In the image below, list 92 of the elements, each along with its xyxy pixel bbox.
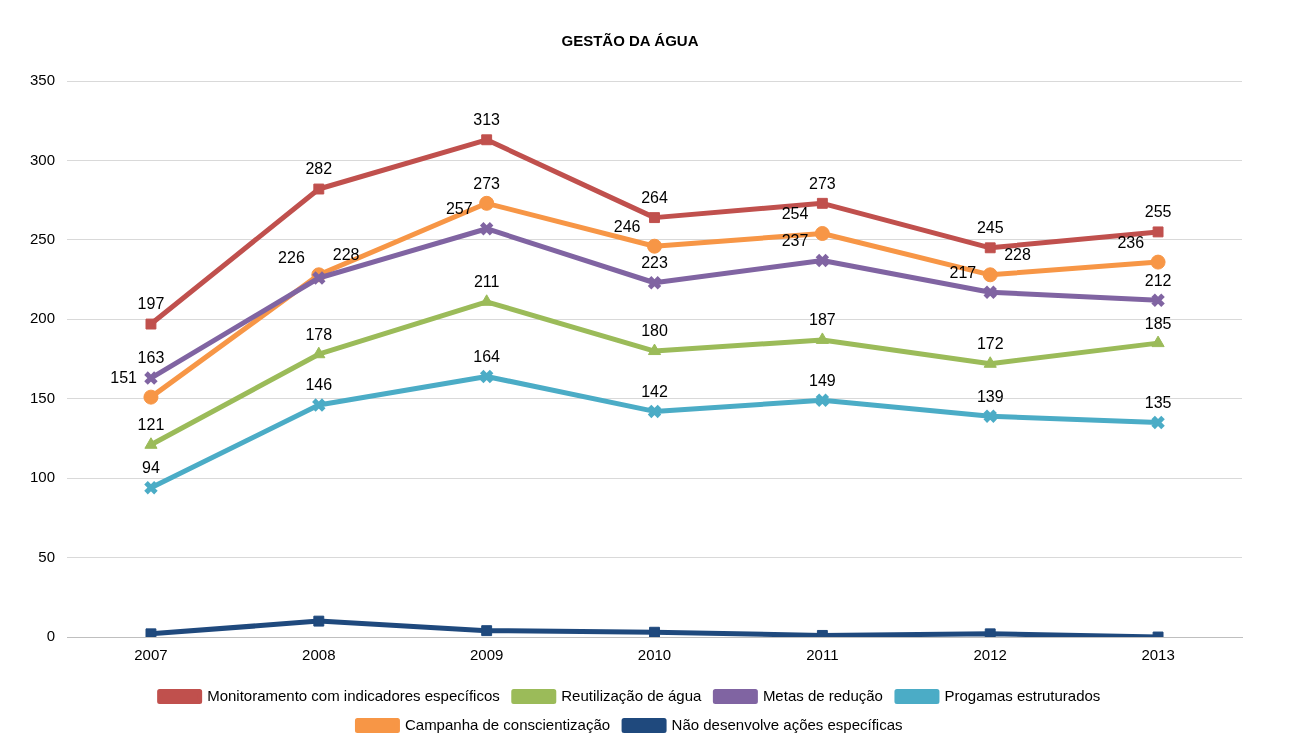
y-tick-label: 350 — [30, 71, 56, 89]
legend-label: Campanha de conscientização — [404, 715, 611, 733]
data-label: 226 — [278, 249, 305, 267]
x-tick-label: 2008 — [302, 646, 336, 664]
y-tick-label: 200 — [30, 309, 56, 327]
x-tick-label: 2007 — [134, 646, 168, 664]
point — [144, 437, 158, 449]
point — [815, 332, 829, 344]
y-tick-label: 0 — [46, 627, 56, 645]
point — [481, 134, 493, 146]
point — [982, 284, 998, 300]
point — [647, 275, 662, 291]
point — [814, 226, 830, 241]
point — [143, 389, 159, 405]
data-label: 211 — [473, 273, 500, 291]
data-label: 142 — [641, 382, 668, 400]
data-label: 245 — [976, 219, 1004, 237]
point — [814, 253, 830, 268]
x-tick-label: 2010 — [637, 646, 672, 664]
point — [479, 195, 495, 211]
point — [984, 242, 996, 254]
point — [1152, 226, 1164, 238]
data-label: 178 — [305, 325, 333, 343]
point — [647, 238, 663, 254]
data-label: 139 — [976, 387, 1004, 405]
point — [1150, 292, 1166, 308]
data-label: 146 — [305, 376, 333, 394]
data-label: 94 — [142, 459, 160, 477]
point — [984, 628, 996, 637]
data-label: 282 — [305, 160, 333, 178]
point — [1150, 415, 1166, 430]
data-label: 151 — [110, 368, 138, 386]
point — [311, 397, 327, 413]
data-label: 223 — [641, 254, 668, 272]
data-label: 121 — [137, 416, 165, 434]
point — [479, 369, 495, 384]
point — [481, 625, 493, 637]
x-tick-label: 2012 — [973, 646, 1007, 664]
point — [982, 267, 998, 283]
point — [982, 408, 998, 424]
point — [313, 615, 325, 627]
y-tick-label: 50 — [38, 547, 56, 565]
point — [312, 346, 326, 359]
point — [479, 221, 495, 237]
data-label: 164 — [473, 347, 501, 365]
legend-label: Reutilização de água — [561, 686, 703, 704]
y-tick-label: 150 — [30, 388, 56, 406]
y-tick-label: 250 — [30, 230, 56, 247]
data-label: 185 — [1144, 314, 1172, 332]
x-tick-label: 2013 — [1141, 646, 1175, 664]
data-label: 255 — [1144, 203, 1172, 221]
data-label: 257 — [445, 200, 473, 218]
x-tick-label: 2011 — [806, 646, 839, 664]
data-label: 246 — [613, 217, 641, 235]
data-label: 197 — [137, 295, 165, 313]
point — [145, 628, 157, 637]
y-tick-label: 300 — [30, 150, 56, 168]
point — [816, 197, 828, 209]
data-label: 273 — [809, 174, 836, 192]
legend-label: Não desenvolve ações específicas — [671, 715, 903, 733]
point — [480, 294, 494, 306]
data-label: 236 — [1117, 233, 1145, 251]
data-label: 313 — [473, 111, 501, 129]
legend-label: Metas de redução — [762, 686, 883, 704]
data-label: 172 — [976, 335, 1004, 353]
data-label: 254 — [781, 204, 809, 222]
data-label: 212 — [1144, 271, 1172, 289]
point — [313, 183, 325, 195]
chart-title: GESTÃO DA ÁGUA — [561, 32, 699, 50]
data-label: 228 — [1004, 246, 1032, 264]
data-label: 149 — [809, 371, 836, 389]
data-label: 264 — [641, 189, 668, 207]
x-tick-label: 2009 — [469, 646, 504, 664]
point — [1150, 254, 1166, 270]
point — [814, 392, 830, 408]
data-label: 273 — [473, 174, 501, 192]
point — [983, 356, 997, 368]
point — [649, 212, 660, 224]
point — [647, 403, 662, 419]
data-label: 163 — [137, 349, 165, 367]
point — [145, 318, 157, 330]
data-label: 187 — [809, 311, 836, 329]
point — [1151, 335, 1165, 348]
data-label: 180 — [641, 322, 668, 340]
legend-label: Monitoramento com indicadores específicos — [207, 686, 500, 704]
point — [647, 343, 662, 356]
data-label: 135 — [1144, 393, 1172, 411]
y-tick-label: 100 — [30, 468, 56, 486]
legend-label: Progamas estruturados — [944, 686, 1101, 704]
point — [649, 626, 660, 637]
data-label: 228 — [332, 246, 360, 264]
point — [143, 370, 159, 386]
